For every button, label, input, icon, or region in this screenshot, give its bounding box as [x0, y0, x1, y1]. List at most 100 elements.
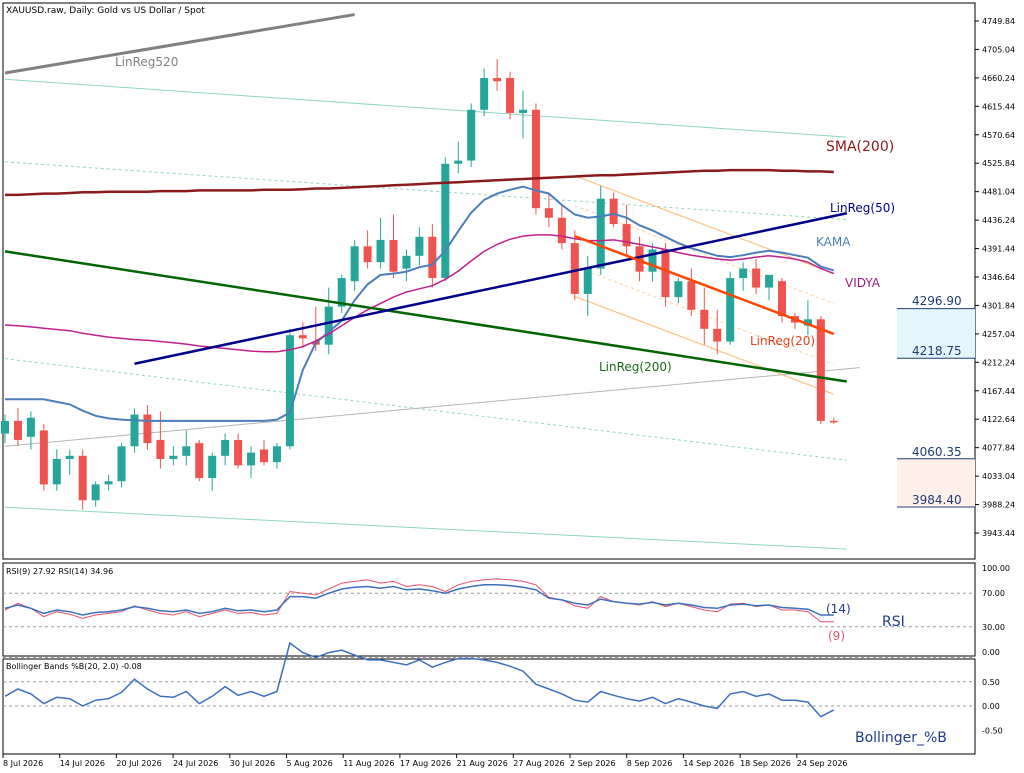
candle-body — [648, 249, 657, 272]
linreg520-label: LinReg520 — [115, 55, 178, 69]
rsi9-label: (9) — [828, 629, 845, 643]
zone-lower-high-label: 4060.35 — [912, 445, 962, 459]
candle-body — [428, 236, 437, 279]
candle-body — [234, 439, 243, 466]
linreg520-line — [4, 13, 355, 75]
main-panel-frame — [2, 2, 976, 560]
price-tick-label: 4481.04 — [982, 188, 1015, 197]
rsi14-label: (14) — [826, 602, 851, 616]
price-axis: 4749.84 4705.04 4660.24 4615.44 4570.64 4525.… — [975, 17, 1015, 538]
rsi9-line — [4, 578, 834, 623]
linreg20-line — [574, 234, 835, 336]
candle-body — [415, 236, 424, 256]
zone-upper-high-label: 4296.90 — [912, 294, 962, 308]
candle-body — [402, 255, 411, 269]
candle-body — [26, 417, 35, 437]
linreg20-upper-line — [574, 175, 834, 275]
candle-body — [1, 420, 9, 434]
candle-body — [78, 455, 87, 501]
time-tick-label: 30 Jul 2026 — [230, 759, 275, 768]
channel-outer-top-line — [4, 78, 847, 138]
candle-body — [208, 455, 217, 479]
price-tick-label: 4660.24 — [982, 74, 1015, 83]
rsi-tick-label: 100.00 — [982, 564, 1010, 573]
candle-body — [91, 484, 100, 501]
bollinger-panel[interactable]: Bollinger Bands %B(20, 2.0) -0.08 Bollin… — [2, 641, 1003, 755]
candle-body — [272, 446, 281, 463]
sma200-label: SMA(200) — [826, 139, 894, 155]
price-tick-label: 3943.44 — [982, 529, 1015, 538]
time-tick-label: 17 Aug 2026 — [400, 759, 451, 768]
time-tick-label: 2 Sep 2026 — [570, 759, 616, 768]
price-tick-label: 4570.64 — [982, 131, 1015, 140]
candle-body — [298, 335, 307, 339]
candle-body — [143, 414, 152, 444]
candle-body — [324, 306, 333, 345]
time-tick-label: 27 Aug 2026 — [513, 759, 564, 768]
candle-body — [674, 281, 683, 298]
candle-body — [480, 78, 489, 110]
time-axis: 8 Jul 2026 14 Jul 2026 20 Jul 2026 24 Jul 2… — [2, 754, 848, 768]
time-tick-label: 21 Aug 2026 — [457, 759, 508, 768]
candle-body — [156, 439, 165, 459]
candle-body — [13, 420, 22, 440]
linreg200-line — [4, 250, 847, 383]
rsi-lines — [3, 578, 975, 628]
vidya-line — [4, 234, 835, 353]
zone-lower — [897, 458, 975, 507]
linreg50-label: LinReg(50) — [830, 201, 895, 215]
rsi-panel-frame — [2, 562, 976, 657]
zone-lower-low-label: 3984.40 — [912, 493, 962, 507]
candlesticks — [1, 58, 838, 510]
price-tick-label: 4077.84 — [982, 444, 1015, 453]
indicator-lines — [4, 13, 848, 422]
rsi-panel[interactable]: RSI(9) 27.92 RSI(14) 34.96 (14) (9) RSI … — [2, 562, 1010, 657]
linreg20-label: LinReg(20) — [750, 334, 815, 348]
time-tick-label: 24 Sep 2026 — [797, 759, 848, 768]
linreg50-line — [134, 212, 848, 365]
price-tick-label: 4615.44 — [982, 102, 1015, 111]
candle-body — [117, 446, 126, 482]
candle-body — [169, 455, 178, 459]
rsi-label: RSI — [882, 614, 905, 630]
candle-body — [337, 278, 346, 307]
candle-body — [726, 278, 735, 342]
rsi-title: RSI(9) 27.92 RSI(14) 34.96 — [6, 567, 113, 576]
time-tick-label: 8 Sep 2026 — [627, 759, 673, 768]
candle-body — [700, 309, 709, 329]
candle-body — [130, 414, 139, 447]
time-tick-label: 5 Aug 2026 — [287, 759, 333, 768]
time-tick-label: 20 Jul 2026 — [116, 759, 161, 768]
price-tick-label: 4436.24 — [982, 216, 1015, 225]
candle-body — [363, 246, 372, 263]
candle-body — [195, 443, 204, 479]
time-tick-label: 8 Jul 2026 — [3, 759, 43, 768]
vidya-label: VIDYA — [845, 276, 881, 290]
candle-body — [570, 243, 579, 294]
price-tick-label: 4705.04 — [982, 45, 1015, 54]
bb-tick-label: 0.00 — [982, 702, 1000, 711]
candle-body — [221, 439, 230, 456]
candle-body — [713, 328, 722, 342]
candle-body — [531, 109, 540, 209]
candle-body — [557, 217, 566, 244]
candle-body — [544, 208, 553, 218]
kama-line — [5, 185, 835, 422]
candle-body — [182, 446, 191, 456]
candle-body — [52, 458, 61, 485]
price-tick-label: 4257.04 — [982, 330, 1015, 339]
candle-body — [661, 249, 670, 298]
candle-body — [247, 452, 256, 466]
candle-body — [687, 281, 696, 310]
candle-body — [65, 455, 74, 459]
time-tick-label: 11 Aug 2026 — [343, 759, 394, 768]
candle-body — [285, 335, 294, 447]
candle-body — [739, 268, 748, 279]
price-zones — [897, 308, 975, 508]
main-panel[interactable]: LinReg520 SMA(200) LinReg(50) KAMA VIDYA… — [1, 2, 1015, 560]
price-tick-label: 4749.84 — [982, 17, 1015, 26]
candle-body — [596, 198, 605, 269]
candle-body — [609, 198, 618, 225]
price-tick-label: 4122.64 — [982, 415, 1015, 424]
